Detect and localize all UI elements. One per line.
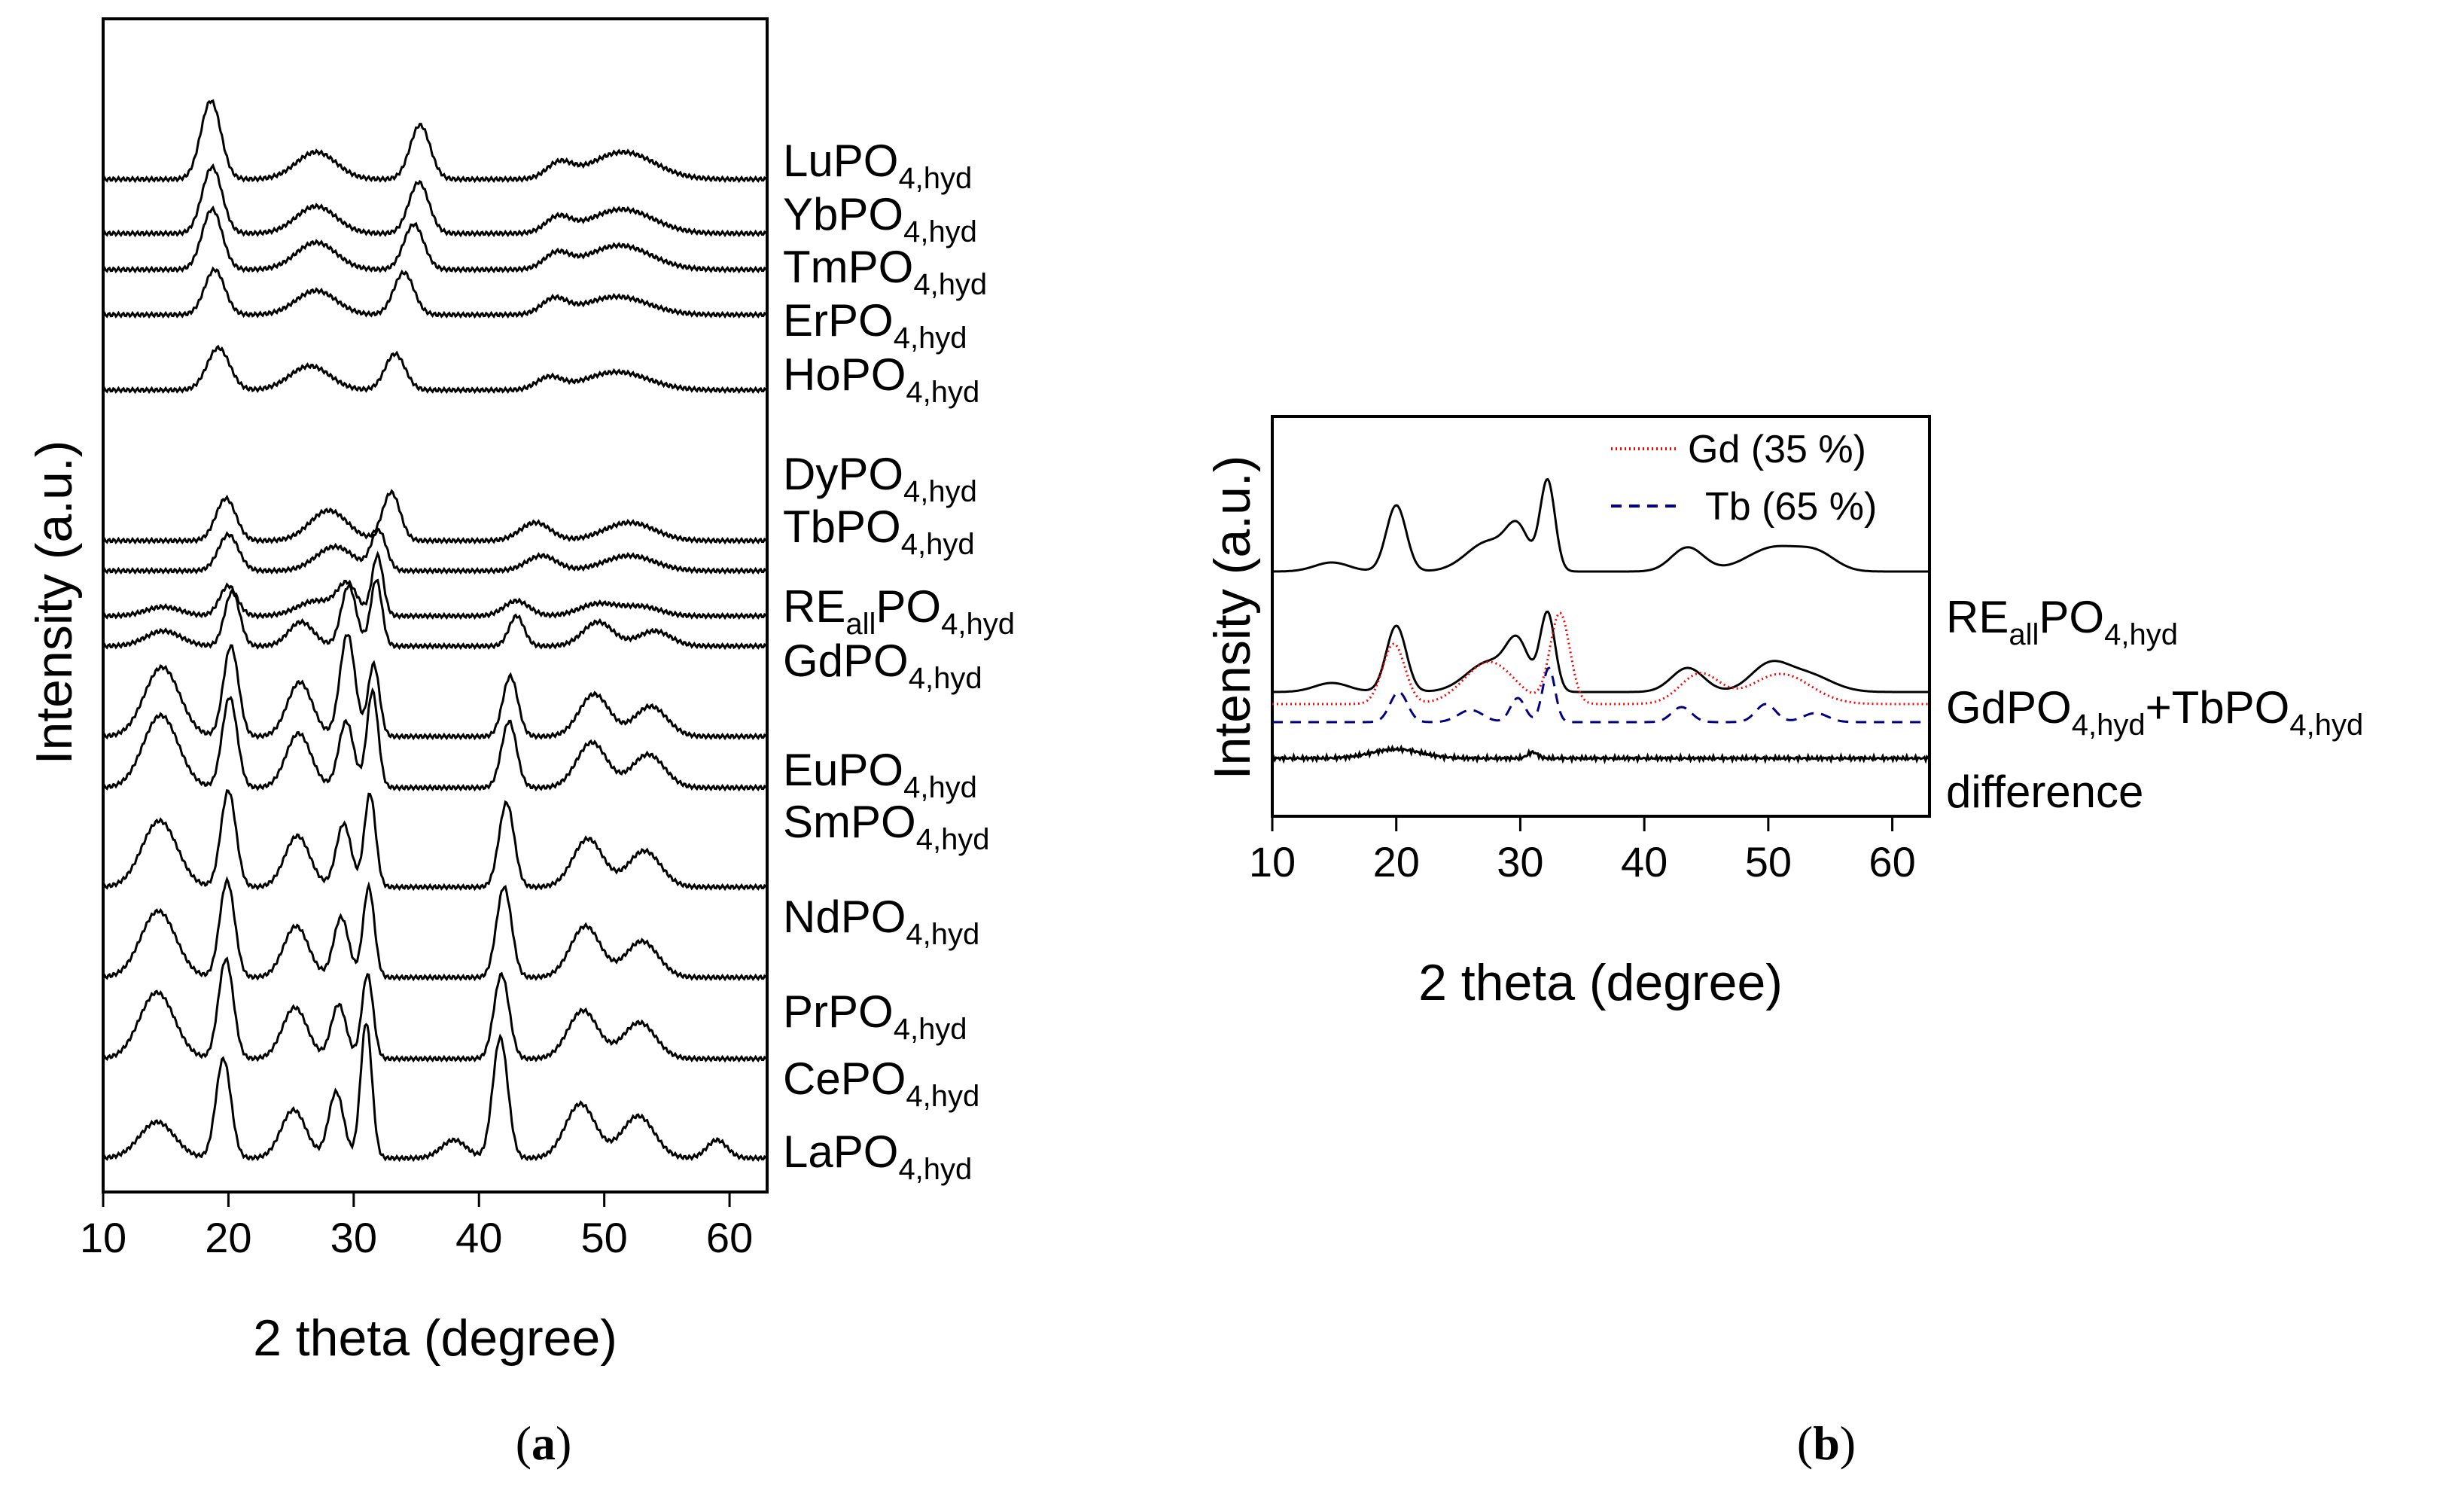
series-label-dypo4: DyPO4,hyd <box>783 449 977 508</box>
curve-ndpo4-hyd <box>102 788 769 892</box>
curve-b-gdpo4-hyd-tbpo4-hyd <box>1272 610 1929 694</box>
series-label-hopo4: HoPO4,hyd <box>783 349 979 409</box>
curve-lapo4-hyd <box>102 1023 769 1163</box>
x-tick-label-40: 40 <box>455 1214 502 1261</box>
x-tick-label-20: 20 <box>205 1214 251 1261</box>
x-tick-label-60: 60 <box>706 1214 753 1261</box>
x-tick-label-60: 60 <box>1869 838 1915 886</box>
panel-a-plot-frame <box>102 17 769 1194</box>
curve-hopo4-hyd <box>102 344 769 395</box>
legend-label-gd: Gd (35 %) <box>1688 428 1866 471</box>
panel-b-x-ticks: 10 20 30 40 50 60 <box>1249 816 1916 886</box>
panel-b-plot-frame <box>1271 415 1931 818</box>
curve-tmpo4-hyd <box>102 205 769 274</box>
row-label-reallpo4: REallPO4,hyd <box>1946 592 2178 651</box>
panel-b-y-axis-label: Intensity (a.u.) <box>1204 456 1261 780</box>
panel-b-legend: Gd (35 %) Tb (65 %) <box>1611 428 1877 529</box>
series-label-erpo4: ErPO4,hyd <box>783 295 967 355</box>
series-label-tbpo4: TbPO4,hyd <box>783 501 975 561</box>
row-label-difference: difference <box>1946 767 2143 817</box>
curve-eupo4-hyd <box>102 633 769 741</box>
panel-b-curves <box>1271 477 1931 765</box>
curve-smpo4-hyd <box>102 687 769 792</box>
curve-b-difference <box>1271 744 1931 765</box>
x-tick-label-10: 10 <box>80 1214 126 1261</box>
x-tick-label-10: 10 <box>1249 838 1296 886</box>
x-tick-label-20: 20 <box>1373 838 1420 886</box>
x-tick-label-30: 30 <box>1497 838 1543 886</box>
panel-a-series-labels: LuPO4,hyd YbPO4,hyd TmPO4,hyd ErPO4,hyd … <box>783 136 1015 1186</box>
panel-b-chart: 10 20 30 40 50 60 Gd (35 %) Tb (65 %) 2 theta… <box>1204 415 2363 1470</box>
series-label-smpo4: SmPO4,hyd <box>783 797 990 856</box>
curve-cepo4-hyd <box>102 956 769 1063</box>
curve-b-tb-65 <box>1272 666 1929 724</box>
series-label-ndpo4: NdPO4,hyd <box>783 892 979 951</box>
legend-label-tb: Tb (65 %) <box>1705 485 1877 529</box>
panel-a-chart: 10 20 30 40 50 60 2 theta (degree) Intensity … <box>26 17 1015 1470</box>
x-tick-label-30: 30 <box>330 1214 377 1261</box>
x-tick-label-40: 40 <box>1621 838 1668 886</box>
series-label-lapo4: LaPO4,hyd <box>783 1126 972 1186</box>
panel-a-x-axis-label: 2 theta (degree) <box>253 1309 617 1367</box>
curve-lupo4-hyd <box>102 99 769 184</box>
series-label-cepo4: CePO4,hyd <box>783 1053 979 1113</box>
x-tick-label-50: 50 <box>581 1214 628 1261</box>
curve-b-reallpo4-hyd <box>1272 477 1929 573</box>
series-label-tmpo4: TmPO4,hyd <box>783 242 987 301</box>
panel-b-row-labels: REallPO4,hyd GdPO4,hyd+TbPO4,hyd differe… <box>1946 592 2363 817</box>
curve-reallpo4-hyd <box>102 550 769 620</box>
curve-tbpo4-hyd <box>102 526 769 575</box>
x-tick-label-50: 50 <box>1745 838 1792 886</box>
curve-b-gd-35 <box>1272 611 1929 706</box>
series-label-lupo4: LuPO4,hyd <box>783 136 972 195</box>
curve-prpo4-hyd <box>102 876 769 982</box>
panel-a-x-ticks: 10 20 30 40 50 60 <box>80 1192 753 1261</box>
series-label-eupo4: EuPO4,hyd <box>783 745 977 804</box>
panel-a-y-axis-label: Intensity (a.u.) <box>26 441 83 765</box>
series-label-reallpo4: REallPO4,hyd <box>783 581 1015 641</box>
curve-gdpo4-hyd <box>102 578 769 651</box>
panel-a-curves <box>102 99 769 1163</box>
curve-dypo4-hyd <box>102 489 769 545</box>
series-label-gdpo4: GdPO4,hyd <box>783 636 982 695</box>
curve-ybpo4-hyd <box>102 163 769 238</box>
series-label-ybpo4: YbPO4,hyd <box>783 189 977 248</box>
panel-b-caption: (b) <box>1797 1416 1856 1470</box>
series-label-prpo4: PrPO4,hyd <box>783 986 967 1046</box>
panel-a-caption: (a) <box>516 1416 572 1470</box>
curve-erpo4-hyd <box>102 266 769 319</box>
panel-b-x-axis-label: 2 theta (degree) <box>1418 954 1783 1011</box>
row-label-gd-tb-sum: GdPO4,hyd+TbPO4,hyd <box>1946 682 2363 742</box>
